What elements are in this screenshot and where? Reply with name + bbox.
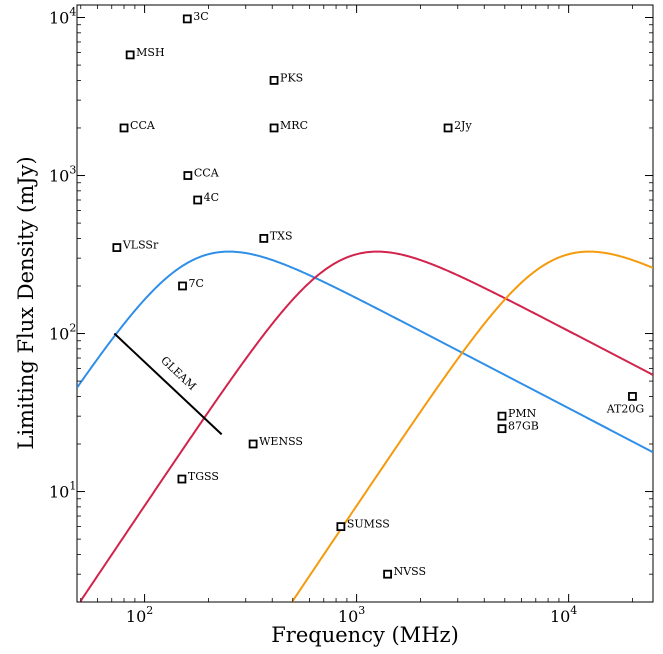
survey-marker bbox=[443, 123, 453, 133]
survey-label: 3C bbox=[193, 10, 208, 23]
survey-marker bbox=[269, 75, 279, 85]
survey-label: MRC bbox=[280, 119, 308, 132]
survey-marker bbox=[497, 424, 507, 434]
x-tick-label: 102 bbox=[126, 604, 153, 626]
spectral-curve-3 bbox=[291, 250, 653, 602]
survey-marker bbox=[336, 522, 346, 532]
y-axis-title: Limiting Flux Density (mJy) bbox=[14, 156, 38, 449]
survey-label: AT20G bbox=[606, 402, 644, 415]
survey-marker bbox=[182, 14, 192, 24]
survey-marker bbox=[269, 123, 279, 133]
survey-label: NVSS bbox=[394, 565, 426, 578]
survey-label: CCA bbox=[194, 167, 220, 180]
survey-points: 3C MSH PKS CCA MRC 2Jy CCA 4C TXS VLSSr 7C WENSS TGS… bbox=[112, 10, 644, 579]
y-tick-label: 101 bbox=[49, 480, 76, 502]
plot-frame bbox=[76, 4, 654, 603]
gleam-label: GLEAM bbox=[158, 354, 198, 393]
survey-marker bbox=[628, 392, 637, 401]
survey-marker bbox=[119, 123, 129, 133]
y-tick-label: 102 bbox=[49, 322, 76, 344]
gleam-line: GLEAM bbox=[113, 332, 223, 436]
survey-label: SUMSS bbox=[347, 518, 390, 531]
survey-marker bbox=[193, 195, 203, 205]
survey-marker bbox=[178, 281, 187, 291]
survey-label: TGSS bbox=[188, 470, 219, 483]
survey-label: CCA bbox=[130, 119, 156, 132]
spectral-curves bbox=[77, 250, 653, 602]
x-axis-title: Frequency (MHz) bbox=[271, 623, 459, 647]
survey-label: PKS bbox=[280, 71, 303, 84]
spectral-curve-2 bbox=[80, 250, 653, 602]
y-tick-label: 104 bbox=[49, 6, 76, 28]
survey-marker bbox=[497, 411, 507, 421]
survey-label: 2Jy bbox=[454, 119, 472, 132]
survey-label: 4C bbox=[204, 191, 219, 204]
spectral-curve-1 bbox=[77, 250, 653, 454]
survey-label: PMN bbox=[508, 407, 537, 420]
survey-marker bbox=[177, 474, 187, 484]
survey-marker bbox=[259, 234, 269, 243]
survey-label: TXS bbox=[270, 229, 293, 242]
survey-marker bbox=[183, 171, 193, 180]
survey-marker bbox=[383, 569, 392, 579]
survey-label: 7C bbox=[189, 277, 204, 290]
survey-label: WENSS bbox=[259, 435, 303, 448]
survey-marker bbox=[125, 50, 135, 60]
survey-label: VLSSr bbox=[122, 239, 159, 252]
survey-marker bbox=[248, 439, 258, 449]
x-tick-label: 104 bbox=[550, 604, 577, 626]
y-tick-label: 103 bbox=[49, 164, 76, 186]
survey-label: 87GB bbox=[508, 420, 539, 433]
survey-label: MSH bbox=[136, 46, 164, 59]
gleam-line-segment bbox=[113, 332, 223, 436]
survey-marker bbox=[112, 243, 122, 252]
